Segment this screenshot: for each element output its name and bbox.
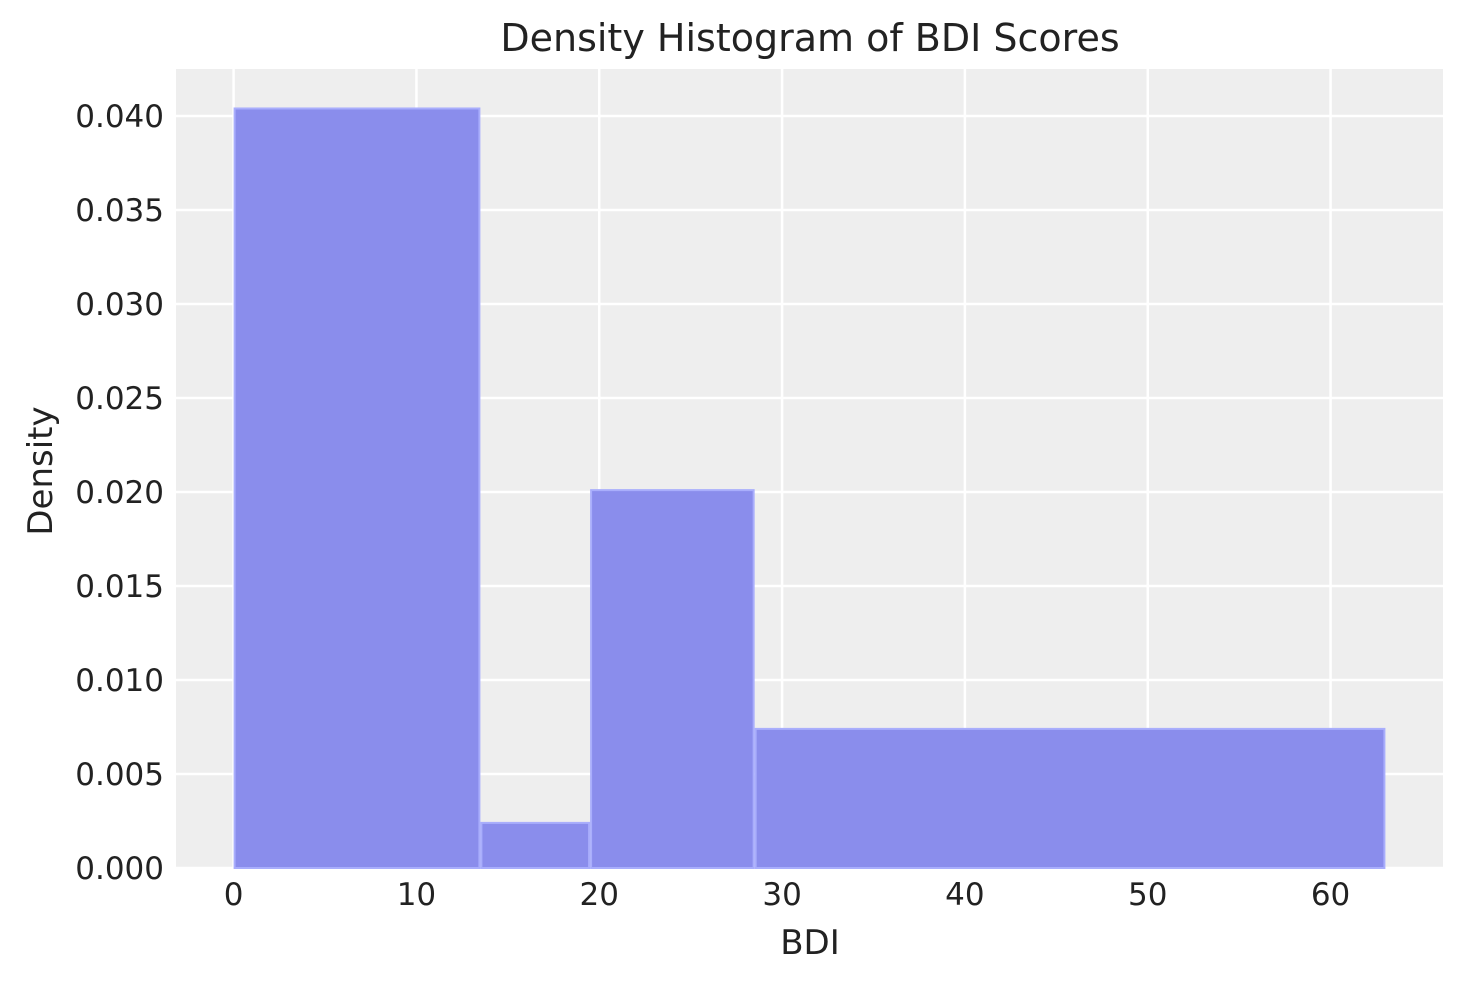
- histogram-bar-4: [754, 727, 1386, 869]
- y-tick-label: 0.005: [75, 757, 164, 793]
- y-axis-label: Density: [21, 406, 61, 535]
- x-tick-label: 20: [580, 877, 619, 913]
- y-tick-label: 0.015: [75, 569, 164, 605]
- x-tick-label: 50: [1128, 877, 1167, 913]
- histogram-bar-3: [590, 489, 755, 869]
- y-tick-label: 0.035: [75, 193, 164, 229]
- x-tick-label: 60: [1311, 877, 1350, 913]
- x-tick-label: 30: [762, 877, 801, 913]
- histogram-bar-2: [480, 821, 591, 870]
- histogram-bars: [233, 107, 1386, 870]
- histogram-bar-1: [233, 107, 481, 870]
- x-axis-label: BDI: [780, 923, 840, 963]
- y-tick-label: 0.010: [75, 663, 164, 699]
- x-tick-label: 0: [224, 877, 244, 913]
- x-tick-label: 40: [945, 877, 984, 913]
- x-tick-label: 10: [397, 877, 436, 913]
- chart-title: Density Histogram of BDI Scores: [500, 16, 1119, 60]
- y-tick-label: 0.000: [75, 851, 164, 887]
- y-axis-ticks: 0.000 0.005 0.010 0.015 0.020 0.025 0.030 0.035…: [75, 99, 164, 887]
- y-tick-label: 0.020: [75, 475, 164, 511]
- y-tick-label: 0.030: [75, 287, 164, 323]
- x-axis-ticks: 0 10 20 30 40 50 60: [224, 877, 1351, 913]
- y-tick-label: 0.040: [75, 99, 164, 135]
- y-tick-label: 0.025: [75, 381, 164, 417]
